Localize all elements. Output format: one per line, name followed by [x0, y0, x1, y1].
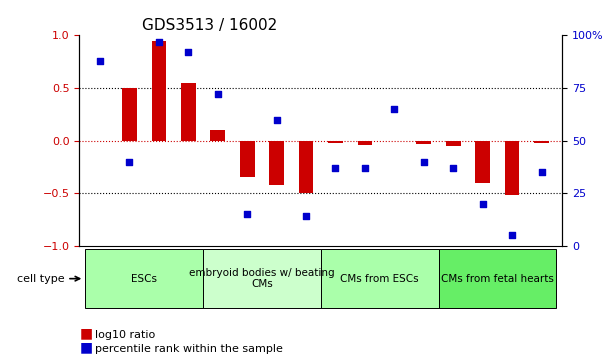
FancyBboxPatch shape	[203, 249, 321, 308]
Text: ■: ■	[79, 340, 92, 354]
Text: ESCs: ESCs	[131, 274, 157, 284]
Bar	[328, 141, 343, 143]
Text: CMs from fetal hearts: CMs from fetal hearts	[441, 274, 554, 284]
Point	[272, 117, 282, 122]
Point	[301, 213, 311, 219]
FancyBboxPatch shape	[321, 249, 439, 308]
Text: log10 ratio: log10 ratio	[95, 330, 155, 340]
Point	[507, 233, 517, 238]
Bar	[357, 141, 372, 145]
Bar	[534, 141, 549, 143]
Bar	[269, 141, 284, 185]
Bar	[505, 141, 519, 195]
Bar	[446, 141, 461, 146]
Point	[448, 165, 458, 171]
Bar	[475, 141, 490, 183]
Bar	[210, 130, 225, 141]
Point	[419, 159, 429, 165]
Bar	[240, 141, 255, 177]
Point	[95, 58, 105, 63]
FancyBboxPatch shape	[86, 249, 203, 308]
FancyBboxPatch shape	[439, 249, 556, 308]
Text: percentile rank within the sample: percentile rank within the sample	[95, 344, 282, 354]
Bar	[417, 141, 431, 144]
Point	[478, 201, 488, 206]
Bar	[152, 41, 166, 141]
Point	[154, 39, 164, 45]
Point	[125, 159, 134, 165]
Point	[536, 169, 546, 175]
Text: GDS3513 / 16002: GDS3513 / 16002	[142, 18, 277, 33]
Bar	[122, 88, 137, 141]
Point	[183, 50, 193, 55]
Text: cell type: cell type	[16, 274, 79, 284]
Point	[213, 91, 222, 97]
Bar	[299, 141, 313, 193]
Point	[389, 106, 399, 112]
Point	[243, 211, 252, 217]
Text: CMs from ESCs: CMs from ESCs	[340, 274, 419, 284]
Bar	[181, 83, 196, 141]
Text: embryoid bodies w/ beating
CMs: embryoid bodies w/ beating CMs	[189, 268, 335, 290]
Point	[360, 165, 370, 171]
Text: ■: ■	[79, 326, 92, 340]
Point	[331, 165, 340, 171]
